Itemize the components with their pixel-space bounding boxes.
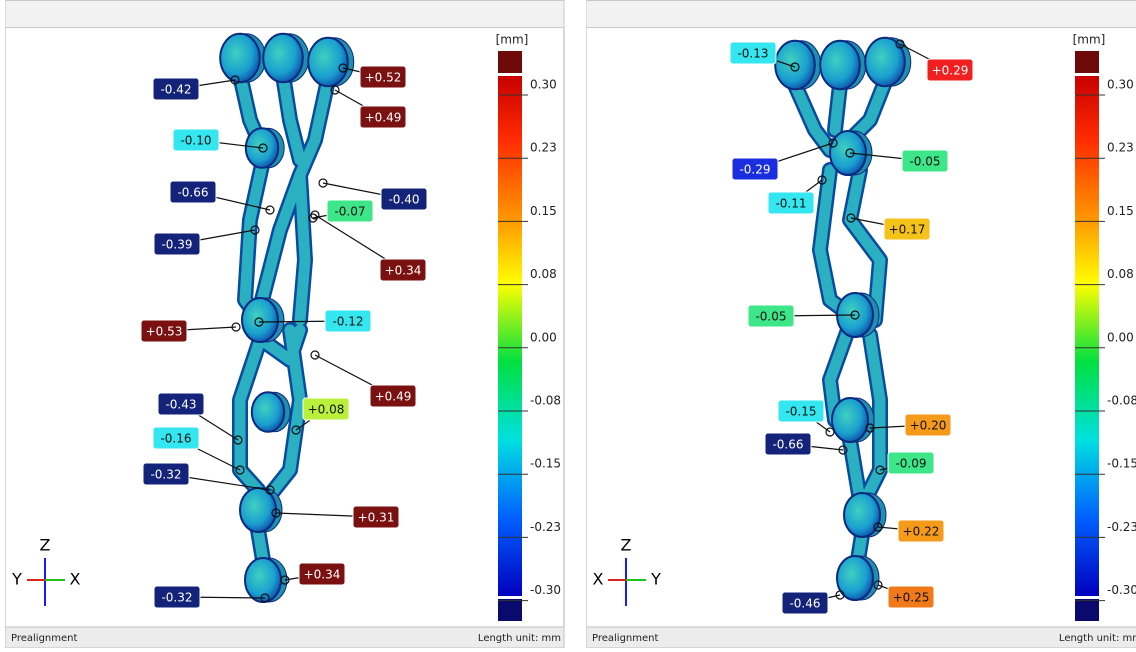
panel: [mm] 0.30 0.23 0.15 0.08 0.00 -0.08 -0.15 -0.23 -… bbox=[586, 1, 1136, 649]
scale-label: 0.23 bbox=[530, 141, 557, 155]
model-disc bbox=[252, 392, 284, 432]
scale-label: 0.15 bbox=[1107, 204, 1134, 218]
footer-status: Prealignment bbox=[11, 633, 78, 644]
scale-bar bbox=[1075, 76, 1099, 596]
scale-unit: [mm] bbox=[1073, 33, 1106, 47]
viewer: [mm] 0.30 0.23 0.15 0.08 0.00 -0.08 -0.15 -0.23 -… bbox=[0, 0, 1136, 648]
scale-label: -0.23 bbox=[1107, 520, 1136, 534]
model-disc bbox=[263, 34, 303, 82]
label-value: -0.32 bbox=[161, 591, 192, 605]
label-value: -0.32 bbox=[150, 468, 181, 482]
label-value: -0.07 bbox=[334, 205, 365, 219]
label-value: +0.53 bbox=[146, 325, 183, 339]
footer-unit: Length unit: mm bbox=[1059, 633, 1136, 644]
label-value: +0.34 bbox=[304, 568, 341, 582]
page: [mm] 0.30 0.23 0.15 0.08 0.00 -0.08 -0.15 -0.23 -… bbox=[0, 0, 1136, 648]
label-value: -0.43 bbox=[165, 398, 196, 412]
model-disc bbox=[844, 493, 880, 537]
model-disc bbox=[832, 398, 868, 442]
label-value: -0.40 bbox=[388, 193, 419, 207]
scale-over bbox=[498, 51, 522, 73]
label-value: -0.10 bbox=[180, 134, 211, 148]
model-disc bbox=[220, 34, 260, 82]
label-value: -0.13 bbox=[737, 47, 768, 61]
panel-titlebar bbox=[586, 1, 1136, 28]
footer bbox=[586, 627, 1136, 648]
scale-label: 0.23 bbox=[1107, 141, 1134, 155]
scale-label: -0.08 bbox=[1107, 394, 1136, 408]
label-value: -0.39 bbox=[161, 238, 192, 252]
label-value: -0.09 bbox=[895, 457, 926, 471]
model-disc bbox=[240, 488, 276, 532]
model-disc bbox=[242, 298, 278, 342]
label-value: +0.49 bbox=[365, 111, 402, 125]
label-value: -0.05 bbox=[909, 155, 940, 169]
label-value: -0.29 bbox=[739, 163, 770, 177]
scale-label: -0.23 bbox=[530, 520, 561, 534]
scale-label: -0.15 bbox=[1107, 457, 1136, 471]
scale-label: -0.30 bbox=[530, 583, 561, 597]
label-value: +0.31 bbox=[358, 511, 395, 525]
label-value: -0.46 bbox=[789, 597, 820, 611]
footer-status: Prealignment bbox=[592, 633, 659, 644]
label-value: +0.49 bbox=[375, 390, 412, 404]
scale-label: 0.00 bbox=[1107, 330, 1134, 344]
label-value: -0.66 bbox=[177, 186, 208, 200]
axis-right-label: Y bbox=[650, 570, 661, 589]
panel: [mm] 0.30 0.23 0.15 0.08 0.00 -0.08 -0.15 -0.23 -… bbox=[5, 1, 564, 649]
label-value: -0.05 bbox=[755, 310, 786, 324]
label-value: +0.22 bbox=[903, 525, 940, 539]
axis-left-label: X bbox=[593, 570, 604, 589]
label-value: +0.52 bbox=[365, 71, 402, 85]
axis-up-label: Z bbox=[40, 536, 51, 555]
scale-under bbox=[498, 599, 522, 621]
label-value: -0.16 bbox=[160, 432, 191, 446]
scale-bar bbox=[498, 76, 522, 596]
label-value: -0.15 bbox=[785, 405, 816, 419]
scale-label: 0.08 bbox=[530, 267, 557, 281]
scale-under bbox=[1075, 599, 1099, 621]
panel-titlebar bbox=[5, 1, 564, 28]
model-disc bbox=[837, 556, 873, 600]
model-disc bbox=[820, 41, 860, 89]
scale-unit: [mm] bbox=[496, 33, 529, 47]
label-value: -0.66 bbox=[772, 438, 803, 452]
axis-left-label: Y bbox=[11, 570, 22, 589]
label-value: +0.25 bbox=[893, 591, 930, 605]
scale-label: 0.30 bbox=[530, 78, 557, 92]
axis-right-label: X bbox=[70, 570, 81, 589]
model-disc bbox=[865, 38, 905, 86]
footer-unit: Length unit: mm bbox=[478, 633, 561, 644]
scale-label: 0.30 bbox=[1107, 78, 1134, 92]
label-value: -0.42 bbox=[160, 83, 191, 97]
scale-label: -0.30 bbox=[1107, 583, 1136, 597]
scale-label: 0.15 bbox=[530, 204, 557, 218]
scale-label: 0.00 bbox=[530, 330, 557, 344]
model-disc bbox=[830, 131, 866, 175]
label-value: -0.11 bbox=[775, 197, 806, 211]
label-value: +0.34 bbox=[385, 264, 422, 278]
label-value: +0.29 bbox=[932, 64, 969, 78]
scale-over bbox=[1075, 51, 1099, 73]
label-value: -0.12 bbox=[332, 315, 363, 329]
scale-label: -0.15 bbox=[530, 457, 561, 471]
label-value: +0.17 bbox=[889, 223, 926, 237]
model-disc bbox=[775, 41, 815, 89]
model-disc bbox=[308, 38, 348, 86]
label-value: +0.20 bbox=[910, 419, 947, 433]
label-value: +0.08 bbox=[308, 403, 345, 417]
scale-label: 0.08 bbox=[1107, 267, 1134, 281]
scale-label: -0.08 bbox=[530, 394, 561, 408]
axis-up-label: Z bbox=[621, 536, 632, 555]
model-disc bbox=[245, 558, 281, 602]
